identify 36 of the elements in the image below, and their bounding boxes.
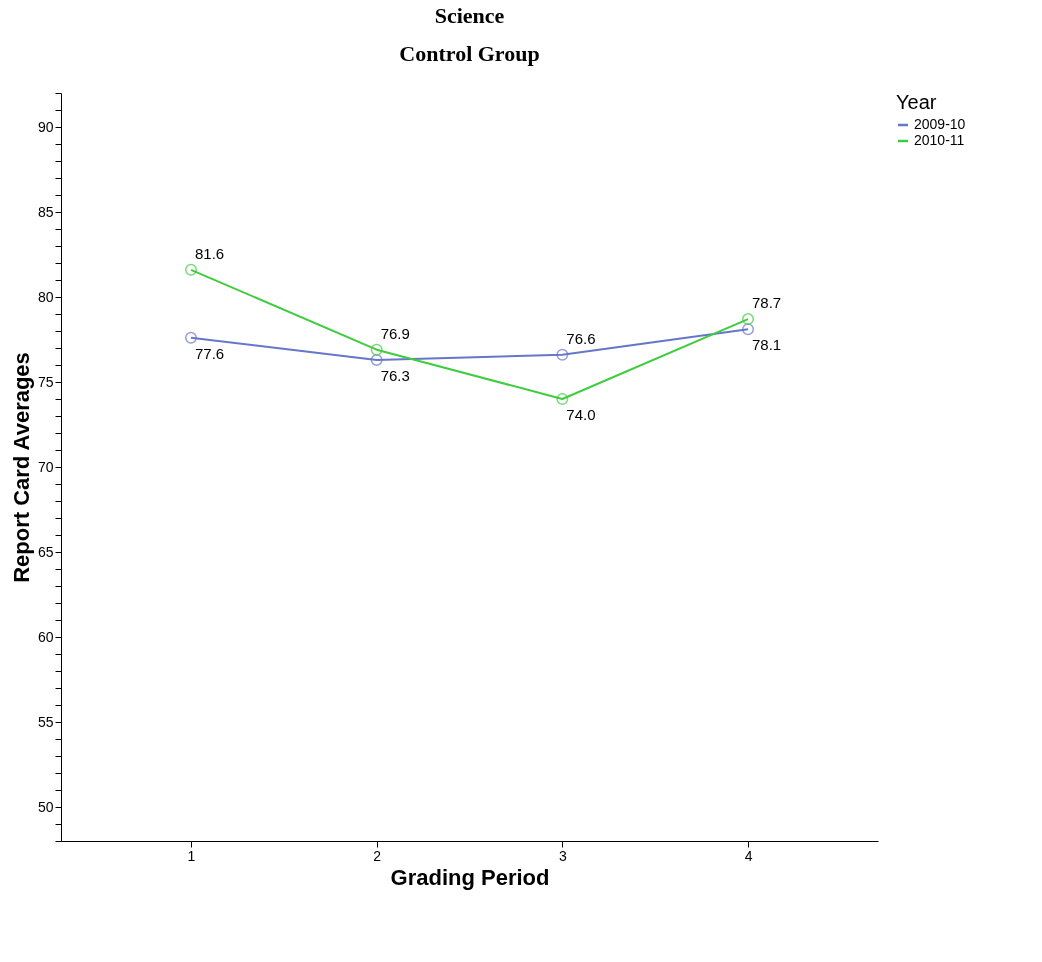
- x-tick-label: 1: [187, 847, 196, 864]
- data-label: 76.9: [380, 324, 410, 342]
- data-label: 81.6: [194, 244, 225, 262]
- y-tick-label: 80: [37, 288, 54, 305]
- data-label: 78.1: [752, 336, 782, 354]
- point: [184, 331, 197, 344]
- data-label: 76.6: [566, 329, 596, 347]
- legend-title: Year: [896, 91, 937, 113]
- y-tick-label: 55: [37, 713, 54, 730]
- x-tick-label: 2: [373, 847, 382, 864]
- x-tick-label: 4: [744, 847, 753, 864]
- point: [742, 323, 755, 336]
- y-axis-title: Report Card Averages: [8, 352, 34, 583]
- y-tick-label: 85: [37, 203, 54, 220]
- point: [556, 348, 569, 361]
- x-tick-label: 3: [558, 847, 567, 864]
- point: [742, 313, 755, 326]
- legend-label: 2009-10: [914, 116, 966, 132]
- data-label: 74.0: [566, 406, 596, 423]
- data-label: 78.7: [752, 294, 782, 312]
- chart-title: Science: [434, 3, 505, 28]
- y-tick-label: 75: [37, 373, 54, 390]
- point: [370, 353, 383, 366]
- chart-subtitle: Control Group: [399, 41, 540, 66]
- y-tick-label: 65: [37, 543, 54, 560]
- y-tick-label: 50: [37, 798, 54, 815]
- point: [370, 343, 383, 356]
- data-label: 77.6: [194, 344, 225, 362]
- legend-label: 2010-11: [914, 132, 965, 148]
- x-axis-title: Grading Period: [390, 864, 550, 890]
- y-tick-label: 60: [37, 628, 54, 645]
- y-tick-label: 90: [37, 118, 54, 135]
- point: [184, 263, 197, 276]
- y-tick-label: 70: [37, 458, 54, 475]
- point: [556, 393, 569, 405]
- data-label: 76.3: [380, 366, 410, 384]
